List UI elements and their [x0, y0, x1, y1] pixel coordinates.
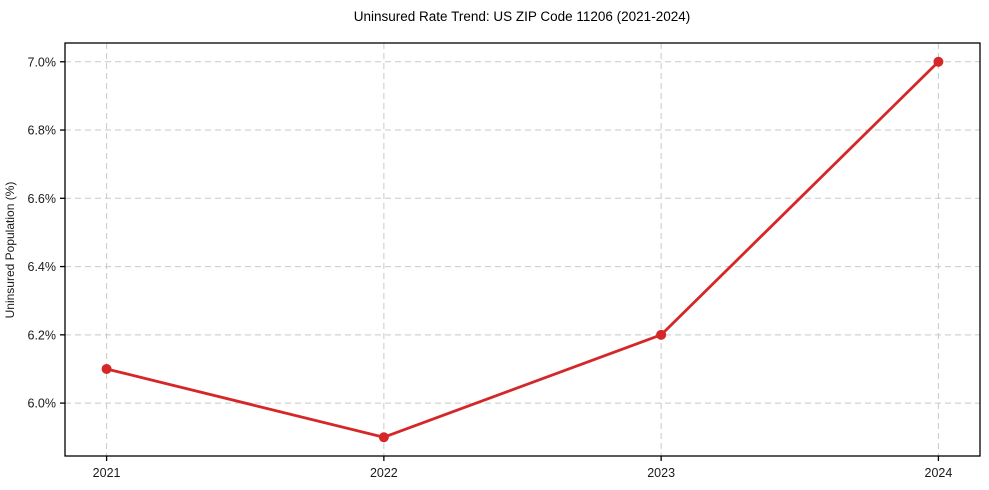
x-tick-label: 2021 — [93, 466, 121, 480]
series-layer — [101, 56, 944, 443]
y-axis-title: Uninsured Population (%) — [3, 182, 17, 319]
y-tick-label: 6.2% — [28, 328, 57, 342]
chart-title: Uninsured Rate Trend: US ZIP Code 11206 … — [354, 9, 690, 24]
plot-border — [64, 42, 981, 457]
data-point-marker — [378, 432, 389, 443]
y-tick-label: 6.8% — [28, 124, 57, 138]
x-tick-label: 2024 — [925, 466, 953, 480]
y-tick-label: 6.6% — [28, 192, 57, 206]
axis-layer: 6.0% 6.2% 6.4% 6.6% 6.8% 7.0% 2021 2022 2023 2024 — [28, 42, 981, 480]
trend-line — [105, 60, 940, 439]
y-tick-label: 7.0% — [28, 55, 57, 69]
grid-layer — [65, 43, 980, 456]
data-point-marker — [933, 56, 944, 67]
data-point-marker — [656, 329, 667, 340]
x-tick-label: 2022 — [370, 466, 398, 480]
y-tick-label: 6.4% — [28, 260, 57, 274]
data-point-marker — [101, 363, 112, 374]
y-tick-label: 6.0% — [28, 397, 57, 411]
x-tick-label: 2023 — [647, 466, 675, 480]
